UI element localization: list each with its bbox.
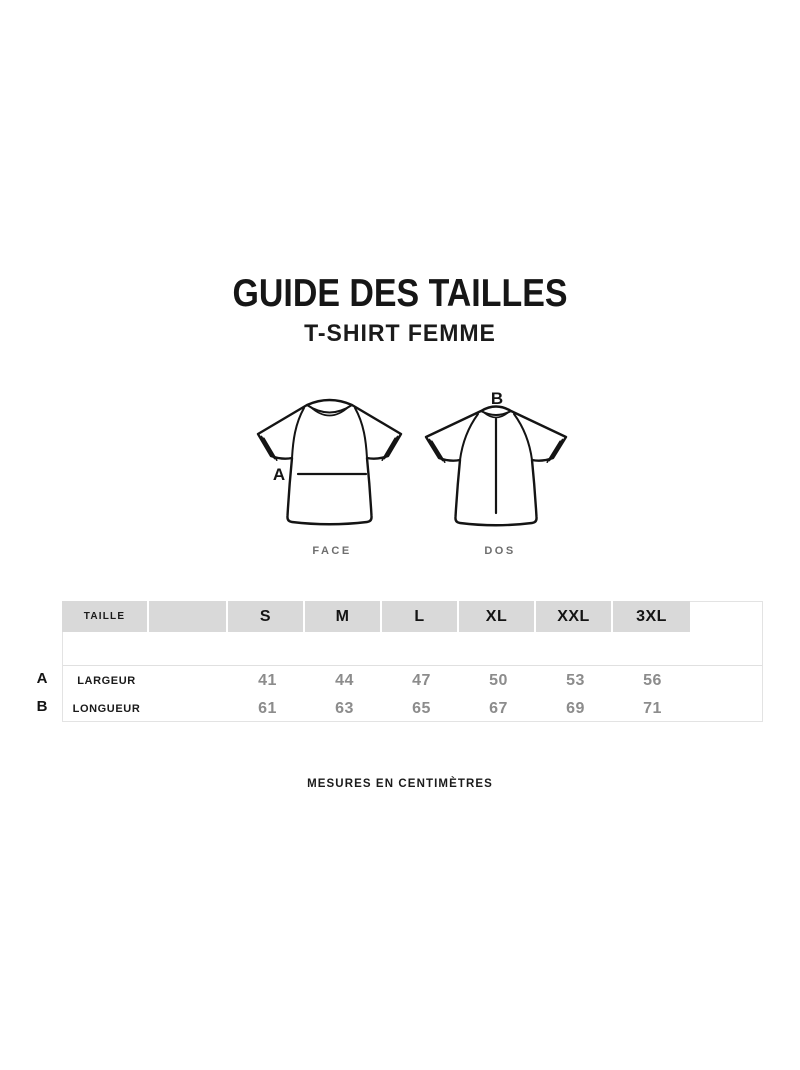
measure-a-letter: A — [273, 465, 285, 484]
table-row-largeur: LARGEUR 41 44 47 50 53 56 — [63, 666, 762, 695]
header-cell-size-xl: XL — [459, 601, 536, 632]
value-cell: 44 — [335, 671, 354, 689]
header-cell-size-l: L — [382, 601, 459, 632]
header-cell-size-xxl: XXL — [536, 601, 613, 632]
table-divider — [63, 665, 762, 666]
tshirt-back-drawing-icon: B — [424, 389, 568, 527]
header-cell-size-3xl: 3XL — [613, 601, 690, 632]
value-cell: 65 — [412, 699, 431, 717]
row-label: LONGUEUR — [72, 702, 141, 715]
value-cell: 53 — [566, 671, 585, 689]
front-caption: FACE — [312, 545, 352, 557]
value-cell: 67 — [489, 699, 508, 717]
row-marker-a: A — [36, 670, 48, 687]
page-subtitle: T-SHIRT FEMME — [304, 320, 496, 347]
header-cell-taille: TAILLE — [62, 601, 149, 632]
size-table-header: TAILLE S M L XL XXL 3XL — [62, 601, 690, 632]
value-cell: 47 — [412, 671, 431, 689]
page-title: GUIDE DES TAILLES — [232, 272, 568, 315]
row-marker-b: B — [36, 698, 48, 715]
value-cell: 69 — [566, 699, 585, 717]
value-cell: 61 — [258, 699, 277, 717]
row-label: LARGEUR — [77, 674, 136, 687]
tshirt-front-figure: A — [252, 394, 408, 532]
value-cell: 41 — [258, 671, 277, 689]
table-row-longueur: LONGUEUR 61 63 65 67 69 71 — [63, 695, 762, 722]
header-cell-empty — [149, 601, 228, 632]
value-cell: 56 — [643, 671, 662, 689]
header-cell-size-s: S — [228, 601, 305, 632]
size-table: TAILLE S M L XL XXL 3XL LARGEUR 41 44 47… — [62, 601, 763, 722]
units-footnote: MESURES EN CENTIMÈTRES — [307, 778, 493, 790]
measure-b-letter: B — [491, 389, 503, 408]
tshirt-front-drawing-icon: A — [256, 398, 403, 526]
value-cell: 71 — [643, 699, 662, 717]
value-cell: 50 — [489, 671, 508, 689]
tshirt-back-figure: B — [420, 383, 576, 532]
header-cell-size-m: M — [305, 601, 382, 632]
value-cell: 63 — [335, 699, 354, 717]
back-caption: DOS — [484, 545, 516, 557]
